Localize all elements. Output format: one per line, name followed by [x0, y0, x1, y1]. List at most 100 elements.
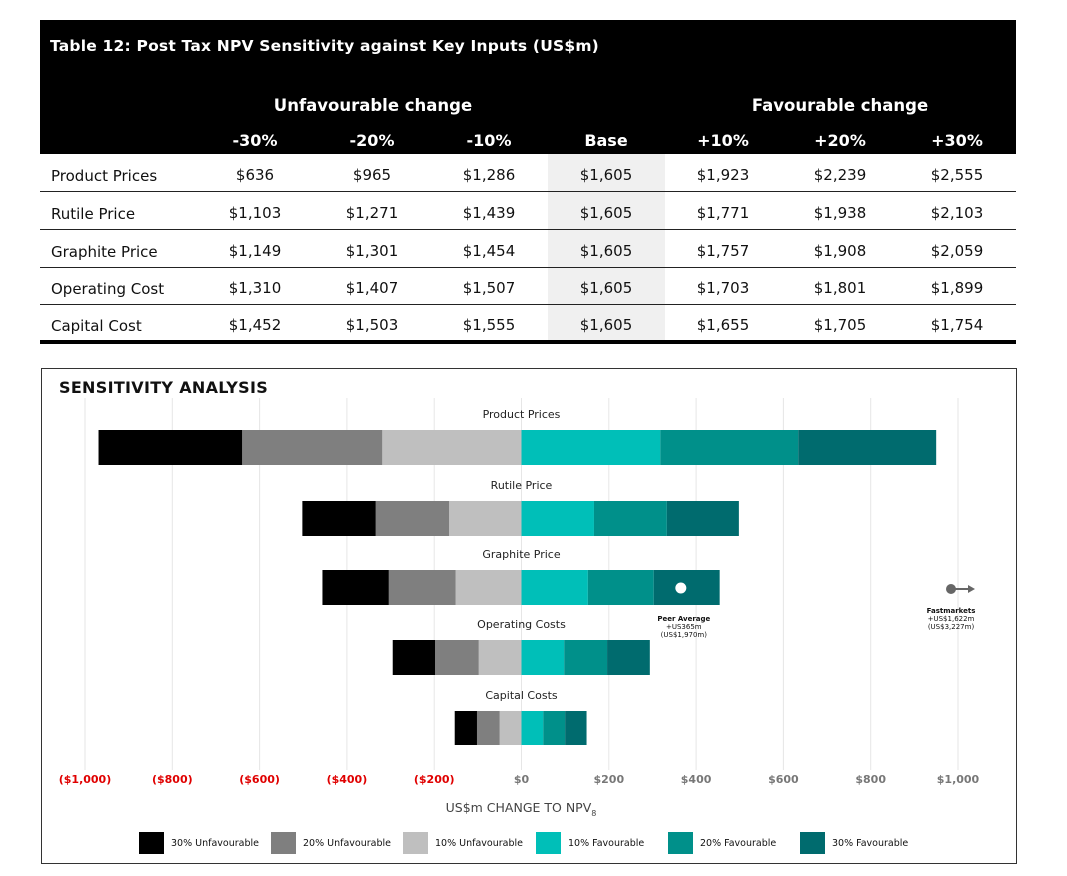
- bar-segment: [388, 570, 456, 605]
- column-header: +10%: [697, 131, 749, 150]
- row-label: Graphite Price: [51, 243, 158, 261]
- bar-segment: [499, 711, 522, 745]
- base-column-highlight: [548, 154, 665, 340]
- bar-segment: [607, 640, 650, 675]
- bar-segment: [455, 570, 522, 605]
- table-cell: $1,605: [579, 166, 633, 184]
- legend-swatch: [403, 832, 428, 854]
- table-bottom-rule: [40, 340, 1016, 344]
- x-tick-label: $1,000: [937, 773, 980, 786]
- bar-segment: [593, 501, 667, 536]
- table-cell: $1,605: [579, 316, 633, 334]
- bar-segment: [666, 501, 739, 536]
- bar-segment: [375, 501, 450, 536]
- fastmarkets-label: +US$1,622m: [928, 615, 975, 623]
- table-cell: $1,149: [228, 242, 282, 260]
- x-tick-label: ($1,000): [59, 773, 112, 786]
- bar-segment: [382, 430, 522, 465]
- category-label: Capital Costs: [485, 689, 558, 702]
- npv-sensitivity-table: Table 12: Post Tax NPV Sensitivity again…: [40, 20, 1016, 345]
- column-header: -30%: [232, 131, 278, 150]
- table-row: Product Prices $636 $965 $1,286 $1,605 $…: [40, 154, 1016, 192]
- table-cell: $1,908: [813, 242, 867, 260]
- bar-segment: [302, 501, 376, 536]
- bar-segment: [392, 640, 436, 675]
- legend-label: 30% Unfavourable: [171, 838, 259, 849]
- bar-segment: [521, 501, 594, 536]
- table-cell: $1,899: [930, 279, 984, 297]
- bar-segment: [587, 570, 654, 605]
- table-header: Table 12: Post Tax NPV Sensitivity again…: [40, 20, 1016, 154]
- bar-segment: [798, 430, 937, 465]
- legend-swatch: [536, 832, 561, 854]
- legend-label: 30% Favourable: [832, 838, 909, 849]
- x-tick-label: $200: [593, 773, 624, 786]
- table-row: Capital Cost $1,452 $1,503 $1,555 $1,605…: [40, 304, 1016, 341]
- peer-average-label: (US$1,970m): [661, 631, 708, 639]
- x-tick-label: ($800): [152, 773, 193, 786]
- category-label: Operating Costs: [477, 618, 566, 631]
- bar-segment: [322, 570, 389, 605]
- bar-segment: [565, 711, 587, 745]
- table-cell: $1,310: [228, 279, 282, 297]
- bar-segment: [454, 711, 477, 745]
- bar-segment: [653, 570, 720, 605]
- legend-swatch: [800, 832, 825, 854]
- table-cell: $965: [352, 166, 392, 184]
- sensitivity-chart-frame: [41, 368, 1017, 864]
- table-cell: $1,605: [579, 204, 633, 222]
- table-cell: $636: [235, 166, 275, 184]
- table-cell: $1,923: [696, 166, 750, 184]
- legend-swatch: [668, 832, 693, 854]
- fastmarkets-arrow-icon: [968, 585, 975, 593]
- peer-average-marker: [675, 582, 687, 594]
- category-label: Product Prices: [483, 408, 561, 421]
- fastmarkets-label: (US$3,227m): [928, 623, 975, 631]
- column-header: -10%: [466, 131, 512, 150]
- x-tick-label: $0: [514, 773, 530, 786]
- table-cell: $1,605: [579, 279, 633, 297]
- group-unfavourable-heading: Unfavourable change: [273, 96, 473, 115]
- table-cell: $1,286: [462, 166, 516, 184]
- chart-title: SENSITIVITY ANALYSIS: [59, 378, 269, 397]
- legend-label: 20% Unfavourable: [303, 838, 391, 849]
- table-cell: $1,705: [813, 316, 867, 334]
- bar-segment: [242, 430, 383, 465]
- x-tick-label: $400: [681, 773, 712, 786]
- table-cell: $1,301: [345, 242, 399, 260]
- legend-swatch: [271, 832, 296, 854]
- bar-segment: [521, 430, 661, 465]
- column-header: -20%: [349, 131, 395, 150]
- x-axis-label: US$m CHANGE TO NPV8: [446, 800, 597, 818]
- table-cell: $1,103: [228, 204, 282, 222]
- bar-segment: [435, 640, 479, 675]
- legend-label: 10% Unfavourable: [435, 838, 523, 849]
- bar-segment: [478, 640, 522, 675]
- column-header: +30%: [931, 131, 983, 150]
- x-tick-label: $600: [768, 773, 799, 786]
- table-cell: $1,271: [345, 204, 399, 222]
- row-label: Capital Cost: [51, 317, 142, 335]
- table-cell: $1,938: [813, 204, 867, 222]
- category-label: Graphite Price: [482, 548, 560, 561]
- x-axis-label-subscript: 8: [591, 809, 596, 818]
- bar-segment: [98, 430, 243, 465]
- legend-label: 10% Favourable: [568, 838, 645, 849]
- x-tick-label: ($400): [327, 773, 368, 786]
- fastmarkets-label: Fastmarkets: [927, 607, 976, 615]
- table-cell: $1,555: [462, 316, 516, 334]
- table-cell: $1,801: [813, 279, 867, 297]
- row-label: Rutile Price: [51, 205, 136, 223]
- table-cell: $1,507: [462, 279, 516, 297]
- table-cell: $1,655: [696, 316, 750, 334]
- fastmarkets-marker: [946, 584, 956, 594]
- table-cell: $1,439: [462, 204, 516, 222]
- table-row: Operating Cost $1,310 $1,407 $1,507 $1,6…: [40, 267, 1016, 305]
- table-cell: $1,503: [345, 316, 399, 334]
- table-cell: $2,239: [813, 166, 867, 184]
- bar-segment: [543, 711, 566, 745]
- x-axis-label-main: US$m CHANGE TO NPV: [446, 800, 592, 815]
- bar-segment: [521, 570, 588, 605]
- bar-segment: [476, 711, 500, 745]
- x-tick-label: $800: [855, 773, 886, 786]
